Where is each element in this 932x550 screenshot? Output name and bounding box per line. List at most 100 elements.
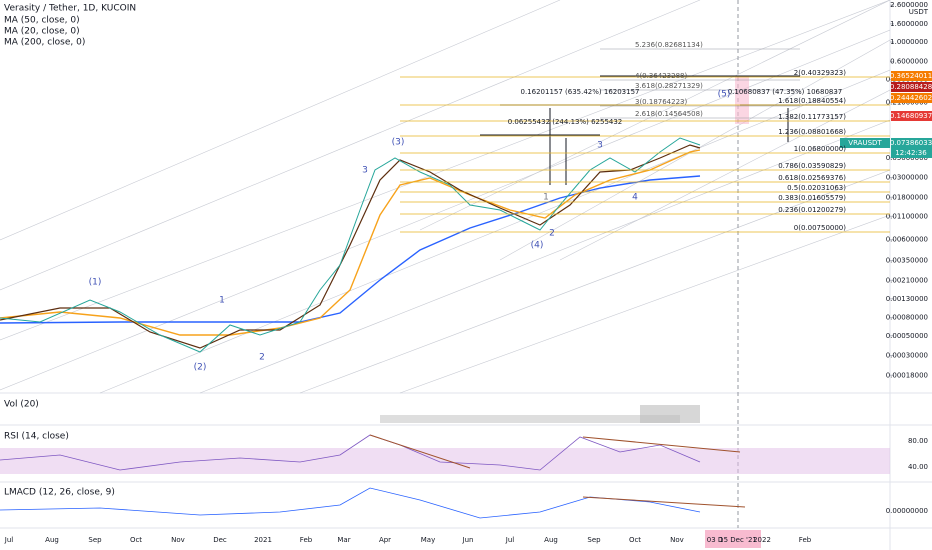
fib-label: 1(0.06800000) bbox=[794, 145, 846, 153]
time-label: 2022 bbox=[753, 536, 771, 544]
time-label: Apr bbox=[379, 536, 391, 544]
price-tick-label: 0.00210000 bbox=[886, 276, 928, 284]
time-label: Dec bbox=[213, 536, 227, 544]
pane-title: Vol (20) bbox=[4, 400, 39, 410]
projection-box bbox=[735, 76, 749, 124]
cursor-range bbox=[705, 530, 761, 548]
time-label: Jun bbox=[462, 536, 474, 544]
fib-label: 2(0.40329323) bbox=[794, 69, 846, 77]
symbol: VRAUSDT bbox=[848, 139, 882, 147]
price-tick-label: 0.03000000 bbox=[886, 174, 928, 182]
fib-label: 2.618(0.14564508) bbox=[635, 110, 703, 118]
measurement: 0.16201157 (635.42%) 16203157 bbox=[521, 88, 640, 96]
measurement: 0.10680837 (47.35%) 10680837 bbox=[728, 88, 843, 96]
price-tag-label: 0.36524011 bbox=[890, 72, 932, 80]
cursor-label: 15 Dec '21 bbox=[719, 536, 757, 544]
fib-label: 0.5(0.02031063) bbox=[787, 184, 846, 192]
price-tick-label: 0.6000000 bbox=[890, 58, 928, 66]
time-label: 2021 bbox=[254, 536, 272, 544]
time-label: May bbox=[421, 536, 435, 544]
wave-label: 4 bbox=[632, 193, 638, 203]
time-label: Jul bbox=[4, 536, 14, 544]
indicator: MA (50, close, 0) bbox=[4, 16, 80, 26]
symbol-tag bbox=[840, 138, 890, 148]
time-label: Sep bbox=[587, 536, 601, 544]
cursor-label: 03 D bbox=[707, 536, 724, 544]
price bbox=[0, 137, 701, 353]
price-tick-label: 0.01100000 bbox=[886, 212, 928, 220]
time-label: Aug bbox=[45, 536, 59, 544]
measurement: 0.06255432 (244.13%) 6255432 bbox=[508, 118, 623, 126]
price-tag-label: 0.28088428 bbox=[890, 83, 932, 91]
wave-label: 2 bbox=[549, 229, 555, 239]
last-price: 0.07386033 bbox=[890, 139, 932, 147]
fib-label: 0.383(0.01605579) bbox=[778, 194, 846, 202]
time-label: Mar bbox=[337, 536, 350, 544]
price-tick-label: 0.01800000 bbox=[886, 193, 928, 201]
price-tick-label: 0.00130000 bbox=[886, 295, 928, 303]
rsi-band bbox=[0, 448, 890, 474]
wave-label: 3 bbox=[597, 141, 603, 151]
time-label: Nov bbox=[670, 536, 684, 544]
fib-label: 1.236(0.08801668) bbox=[778, 128, 846, 136]
price-tick-label: 0.00350000 bbox=[886, 257, 928, 265]
currency: USDT bbox=[909, 8, 929, 16]
fib-label: 4(0.36423288) bbox=[635, 72, 687, 80]
price-tag bbox=[891, 71, 932, 81]
price-tick-label: 0.00050000 bbox=[886, 332, 928, 340]
time-label: Sep bbox=[88, 536, 102, 544]
time-label: Feb bbox=[799, 536, 812, 544]
wave-label: (4) bbox=[531, 241, 544, 251]
rsi-tick: 40.00 bbox=[908, 463, 928, 471]
price-tick-label: 0.00030000 bbox=[886, 352, 928, 360]
price-tag-label: 0.14680937 bbox=[890, 112, 932, 120]
time-label: Aug bbox=[544, 536, 558, 544]
price-tag bbox=[891, 82, 932, 92]
fib-label: 0.236(0.01200279) bbox=[778, 206, 846, 214]
wave-label: 3 bbox=[362, 166, 368, 176]
wave-label: (1) bbox=[89, 278, 102, 288]
price-tick-label: 0.00018000 bbox=[886, 371, 928, 379]
time-label: Feb bbox=[300, 536, 313, 544]
time-label: Oct bbox=[629, 536, 641, 544]
rsi-tick: 80.00 bbox=[908, 437, 928, 445]
price-tick-label: 2.6000000 bbox=[890, 1, 928, 9]
price-tick-label: 0.00600000 bbox=[886, 236, 928, 244]
price-tag bbox=[891, 93, 932, 103]
fib-label: 0.618(0.02569376) bbox=[778, 174, 846, 182]
title: Verasity / Tether, 1D, KUCOIN bbox=[4, 4, 136, 14]
indicator: MA (200, close, 0) bbox=[4, 38, 85, 48]
wave-label: 2 bbox=[259, 353, 265, 363]
fib-label: 1.618(0.18840554) bbox=[778, 97, 846, 105]
price-tag bbox=[891, 138, 932, 158]
rsi-trend bbox=[369, 434, 471, 469]
fib-label: 0.786(0.03590829) bbox=[778, 162, 846, 170]
macd-trend bbox=[582, 496, 746, 508]
time-label: Oct bbox=[130, 536, 142, 544]
price-tick-label: 0.00080000 bbox=[886, 314, 928, 322]
price-tag bbox=[891, 111, 932, 121]
volume-bars bbox=[380, 405, 700, 423]
wave-label: (2) bbox=[194, 363, 207, 373]
wave-label: (5) bbox=[718, 90, 731, 100]
wave-label: 1 bbox=[219, 296, 225, 306]
pane-title: LMACD (12, 26, close, 9) bbox=[4, 488, 115, 498]
rsi-trend bbox=[582, 436, 741, 453]
time-label: Nov bbox=[171, 536, 185, 544]
fib-label: 0(0.00750000) bbox=[794, 224, 846, 232]
indicator: MA (20, close, 0) bbox=[4, 27, 80, 37]
countdown: 12:42:36 bbox=[895, 149, 927, 157]
fib-label: 3(0.18764223) bbox=[635, 98, 687, 106]
price-tag-label: 0.24442602 bbox=[890, 94, 932, 102]
fib-label: 1.382(0.11773157) bbox=[778, 113, 846, 121]
price-tick-label: 1.0000000 bbox=[890, 38, 928, 46]
wave-label: 1 bbox=[543, 193, 549, 203]
wave-label: (3) bbox=[392, 138, 405, 148]
ma-50 bbox=[0, 149, 701, 336]
time-label: Jul bbox=[505, 536, 515, 544]
macd-tick: 0.00000000 bbox=[886, 507, 928, 515]
ma-200 bbox=[0, 175, 701, 324]
fib-label: 5.236(0.82681134) bbox=[635, 41, 703, 49]
